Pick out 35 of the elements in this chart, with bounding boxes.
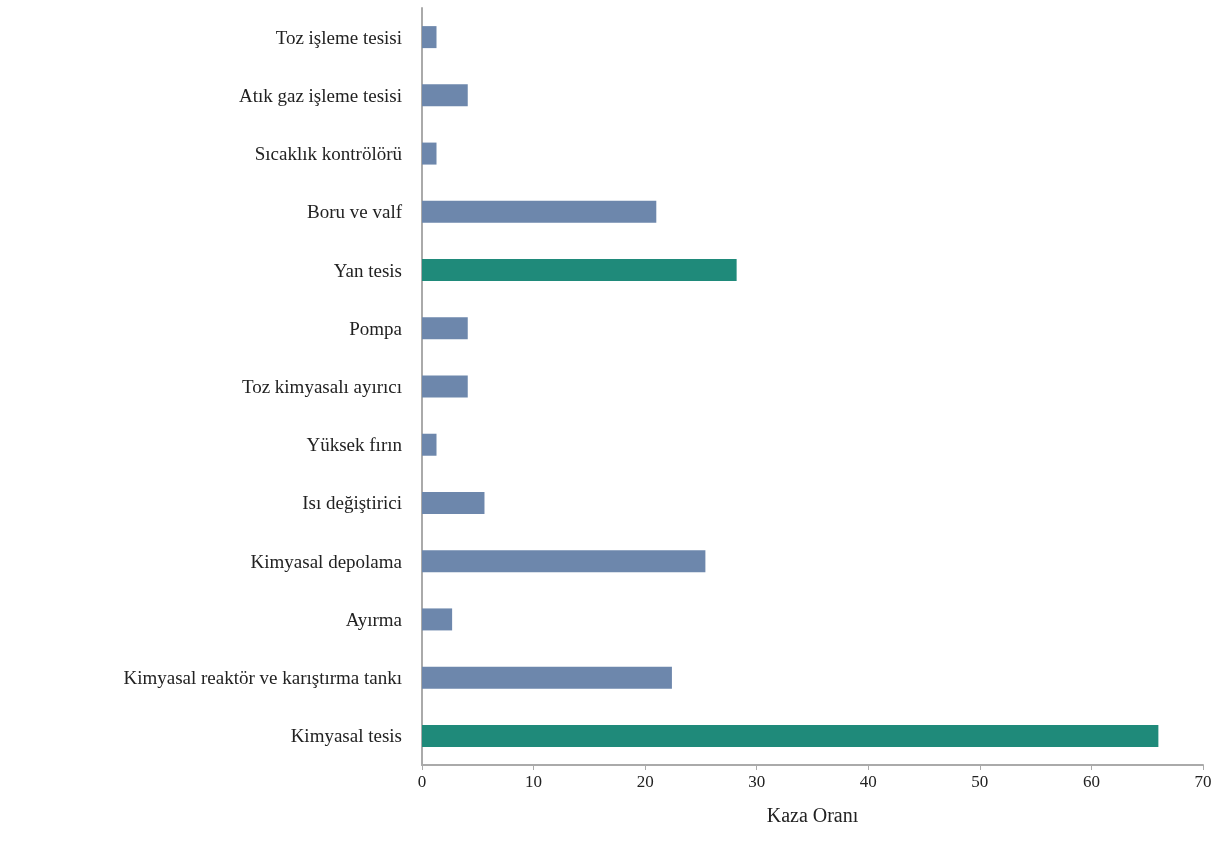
- bar: [422, 724, 1159, 747]
- y-tick-label: Ayırma: [345, 608, 403, 630]
- x-tick-label: 60: [1082, 772, 1100, 791]
- y-tick-label: Yan tesis: [333, 259, 402, 281]
- y-tick-label: Kimyasal depolama: [250, 550, 403, 572]
- y-tick-label: Toz işleme tesisi: [275, 26, 402, 48]
- x-tick-label: 50: [971, 772, 989, 791]
- bar: [422, 200, 657, 223]
- y-tick-label: Isı değiştirici: [302, 492, 402, 514]
- x-axis-title: Kaza Oranı: [766, 804, 859, 826]
- x-tick-label: 10: [525, 772, 543, 791]
- bar: [422, 259, 737, 282]
- bar: [422, 433, 437, 456]
- y-tick-label: Sıcaklık kontrölörü: [254, 143, 403, 165]
- bar: [422, 608, 453, 631]
- y-tick-label: Kimyasal tesis: [290, 725, 402, 747]
- y-tick-label: Boru ve valf: [307, 201, 403, 223]
- x-tick-label: 40: [859, 772, 877, 791]
- y-tick-label: Toz kimyasalı ayırıcı: [241, 376, 402, 397]
- bar: [422, 375, 468, 398]
- bar: [422, 142, 437, 165]
- x-tick-label: 20: [636, 772, 654, 791]
- bar: [422, 84, 468, 107]
- y-tick-label: Atık gaz işleme tesisi: [238, 84, 402, 106]
- y-tick-label: Pompa: [349, 317, 403, 339]
- bar: [422, 317, 468, 340]
- y-tick-label: Yüksek fırın: [306, 434, 403, 456]
- y-tick-label: Kimyasal reaktör ve karıştırma tankı: [123, 667, 402, 689]
- x-tick-label: 70: [1194, 772, 1212, 791]
- x-tick-label: 30: [748, 772, 766, 791]
- bar: [422, 491, 485, 514]
- bar: [422, 26, 437, 49]
- x-tick-label: 0: [417, 772, 427, 791]
- bar: [422, 666, 672, 689]
- bar: [422, 550, 706, 573]
